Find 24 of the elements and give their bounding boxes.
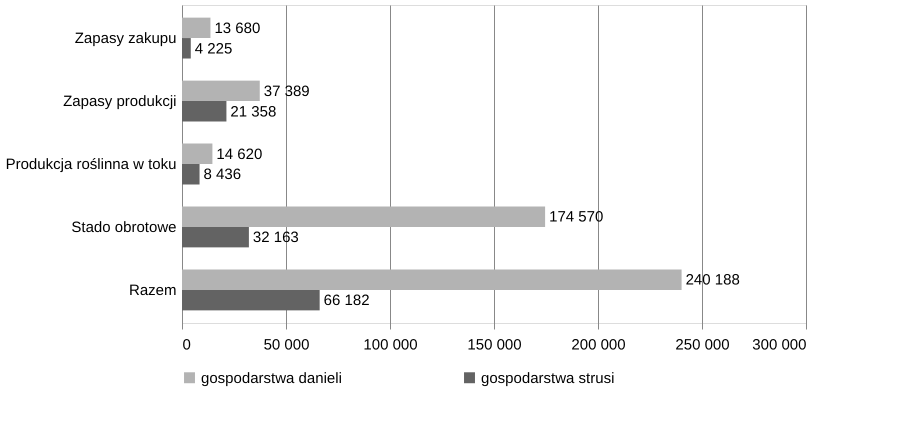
x-tick-label: 200 000	[571, 336, 626, 354]
data-label: 37 389	[264, 82, 310, 100]
y-tick-label: Razem	[128, 282, 176, 299]
legend-label: gospodarstwa danieli	[201, 370, 342, 387]
x-tick-label: 300 000	[752, 336, 806, 354]
x-tick-label: 50 000	[264, 336, 310, 354]
data-label: 21 358	[230, 103, 276, 120]
data-label: 32 163	[252, 229, 299, 246]
x-tick-label: 150 000	[467, 336, 522, 354]
y-tick-label: Produkcja roślinna w toku	[6, 156, 176, 173]
x-tick-label: 0	[182, 336, 191, 354]
x-tick-label: 100 000	[363, 336, 418, 354]
y-tick-label: Stado obrotowe	[71, 218, 176, 236]
y-tick-label: Zapasy zakupu	[74, 30, 176, 48]
x-tick-label: 250 000	[675, 336, 730, 354]
y-tick-label: Zapasy produkcji	[63, 93, 176, 110]
data-label: 14 620	[216, 146, 262, 163]
data-label: 4 225	[194, 40, 232, 58]
data-label: 240 188	[686, 272, 740, 289]
legend-label: gospodarstwa strusi	[481, 370, 614, 387]
data-label: 66 182	[324, 292, 370, 310]
data-label: 8 436	[204, 166, 242, 184]
data-label: 174 570	[549, 208, 604, 226]
data-label: 13 680	[214, 20, 260, 37]
